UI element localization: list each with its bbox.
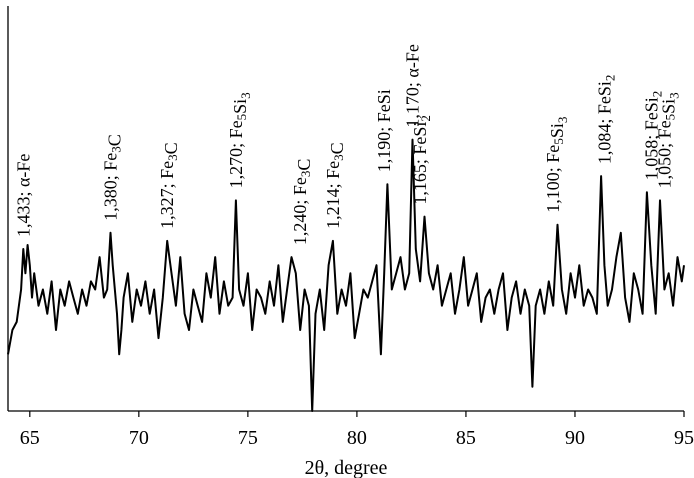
peak-annotations: 1,433; α-Fe 1,380; Fe3C 1,327; Fe3C 1,270; … [13, 44, 681, 245]
peak-label: 1,240; Fe3C [290, 159, 314, 246]
peak-label: 1,190; FeSi [374, 89, 394, 172]
x-tick-label: 85 [456, 427, 476, 449]
x-tick-label: 70 [129, 427, 149, 449]
series-group [7, 138, 685, 412]
x-axis-title: 2θ, degree [305, 457, 388, 478]
axes [7, 6, 684, 412]
peak-label: 1,327; Fe3C [157, 142, 181, 229]
peak-label: 1,380; Fe3C [101, 134, 125, 221]
x-tick-label: 95 [674, 427, 694, 449]
peak-label: 1,165; FeSi2 [410, 115, 433, 205]
peak-label: 1,270; Fe5Si3 [226, 92, 253, 188]
x-axis-ticks: 65 70 75 80 85 90 95 [20, 411, 694, 449]
peak-label: 1,214; Fe3C [323, 142, 347, 229]
x-tick-label: 75 [238, 427, 258, 449]
x-tick-label: 65 [20, 427, 40, 449]
x-tick-label: 80 [347, 427, 367, 449]
peak-label: 1,050; Fe5Si3 [654, 92, 681, 188]
series-line [7, 138, 685, 412]
peak-label: 1,170; α-Fe [403, 44, 423, 127]
peak-label: 1,100; Fe5Si3 [543, 117, 570, 213]
x-tick-label: 90 [565, 427, 585, 449]
peak-label: 1,084; FeSi2 [594, 75, 617, 165]
peak-label: 1,058; FeSi2 [641, 91, 664, 181]
peak-label: 1,433; α-Fe [13, 154, 33, 237]
